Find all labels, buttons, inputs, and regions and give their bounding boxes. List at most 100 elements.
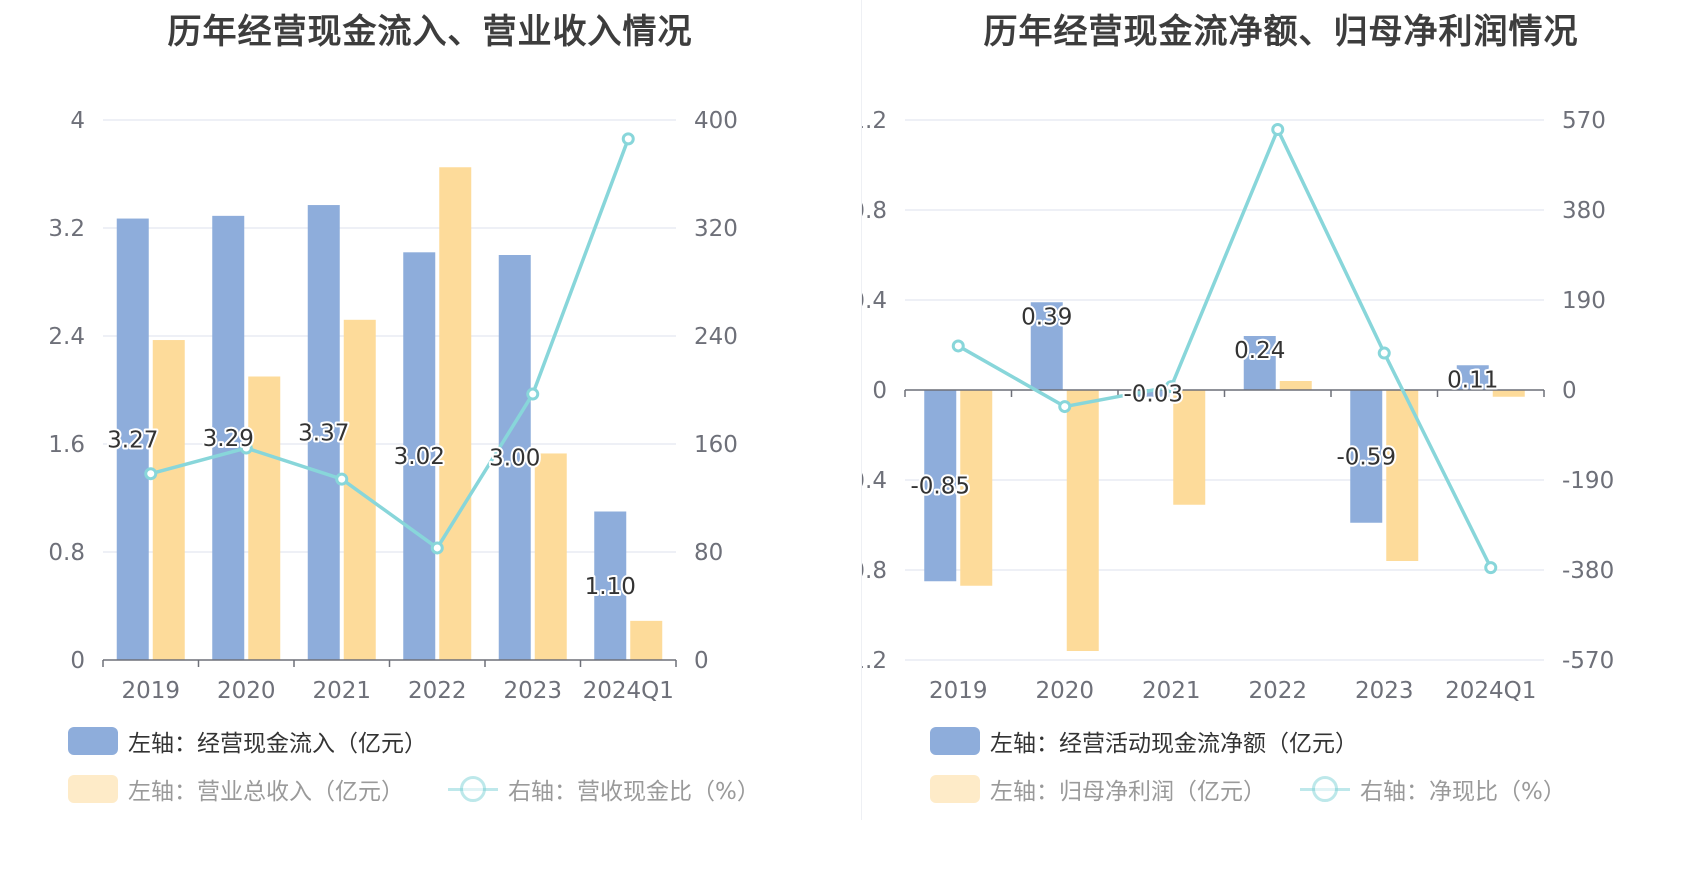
line-point (430, 541, 444, 555)
line-point (1484, 561, 1498, 575)
legend-swatch (930, 775, 980, 803)
chart-title: 历年经营现金流入、营业收入情况 (167, 12, 693, 52)
legend-line-marker-icon (448, 775, 498, 803)
chart-panel-net-cash-flow: 历年经营现金流净额、归母净利润情况 -1.2 -0.8 -0.4 0 0.4 0.8 1.2… (862, 0, 1700, 874)
data-label: 3.29 (203, 426, 254, 452)
left-axis-tick-label: 0 (872, 378, 887, 404)
bar (116, 218, 149, 661)
legend-swatch (68, 727, 118, 755)
right-axis-tick-label: 0 (694, 648, 709, 674)
legend-label: 右轴：营收现金比（%） (508, 779, 760, 805)
data-label: 1.10 (585, 574, 636, 600)
left-axis-tick-label: -0.8 (862, 558, 887, 584)
left-axis-tick-label: -1.2 (862, 648, 887, 674)
x-axis-tick-label: 2021 (312, 678, 371, 704)
panel-divider (861, 0, 862, 820)
legend-label: 右轴：净现比（%） (1360, 779, 1566, 805)
legend-label: 左轴：经营活动现金流净额（亿元） (990, 731, 1358, 757)
right-axis-tick-label: -570 (1562, 648, 1614, 674)
bar (403, 252, 436, 661)
bar (1350, 390, 1383, 523)
data-label: -0.03 (1123, 381, 1183, 407)
x-axis-tick-label: 2023 (503, 678, 562, 704)
line-point (144, 467, 158, 481)
bar (152, 340, 185, 660)
right-axis-tick-label: 240 (694, 324, 738, 350)
bar (307, 205, 340, 661)
bar (1279, 381, 1312, 390)
line-point (621, 132, 635, 146)
data-label: 3.02 (394, 444, 445, 470)
chart-area: -1.2 -0.8 -0.4 0 0.4 0.8 1.2 -570 -380 -190 0 190 38… (862, 108, 1614, 704)
bar (248, 376, 281, 660)
legend-item[interactable]: 右轴：营收现金比（%） (448, 774, 760, 805)
x-axis-tick-label: 2023 (1355, 678, 1414, 704)
x-axis-tick-label: 2019 (929, 678, 988, 704)
bar (630, 620, 663, 660)
left-axis-tick-label: 0.4 (862, 288, 887, 314)
left-axis-tick-label: 0.8 (862, 198, 887, 224)
chart-panel-cash-inflow: 历年经营现金流入、营业收入情况 0 0.8 1.6 2.4 3.2 4 0 80 160 240 3… (48, 12, 760, 805)
data-label: 3.00 (489, 446, 540, 472)
legend-item[interactable]: 左轴：经营现金流入（亿元） (68, 726, 427, 757)
line-point (1058, 400, 1072, 414)
line-point (1377, 346, 1391, 360)
bar (1243, 336, 1276, 390)
left-axis-tick-label: 4 (70, 108, 85, 134)
data-label: -0.59 (1336, 444, 1396, 470)
data-label: 3.37 (298, 421, 349, 447)
series-line (150, 138, 630, 551)
bar (924, 390, 957, 582)
bar (1456, 365, 1489, 390)
x-axis-tick-label: 2019 (121, 678, 180, 704)
bar (1066, 390, 1099, 651)
data-label: 0.11 (1447, 367, 1498, 393)
chart-title: 历年经营现金流净额、归母净利润情况 (983, 12, 1579, 52)
bar (1137, 390, 1170, 397)
data-label: 0.24 (1234, 338, 1285, 364)
x-axis-tick-label: 2020 (1035, 678, 1094, 704)
right-axis-tick-label: 320 (694, 216, 738, 242)
x-axis-tick-label: 2024Q1 (583, 678, 674, 704)
chart-area: 0 0.8 1.6 2.4 3.2 4 0 80 160 240 320 400 2019 2020 202… (48, 108, 738, 704)
bar (498, 255, 531, 660)
right-axis-tick-label: -380 (1562, 558, 1614, 584)
series-line (957, 125, 1493, 569)
right-axis-tick-label: 400 (694, 108, 738, 134)
legend-item[interactable]: 左轴：经营活动现金流净额（亿元） (930, 726, 1358, 757)
line-point (239, 441, 253, 455)
bar (960, 390, 993, 586)
right-axis-tick-label: 160 (694, 432, 738, 458)
line-point (335, 472, 349, 486)
left-axis-tick-label: 0.8 (48, 540, 85, 566)
data-label: 0.39 (1021, 304, 1072, 330)
bar (594, 511, 627, 660)
legend-label: 左轴：经营现金流入（亿元） (128, 731, 427, 757)
right-axis-tick-label: 570 (1562, 108, 1606, 134)
right-axis-tick-label: 380 (1562, 198, 1606, 224)
legend-item[interactable]: 左轴：营业总收入（亿元） (68, 774, 404, 805)
bar (343, 319, 376, 660)
bar (1173, 390, 1206, 505)
bar (439, 167, 472, 660)
legend-item[interactable]: 左轴：归母净利润（亿元） (930, 774, 1266, 805)
bar (212, 215, 245, 660)
left-axis-tick-label: 1.2 (862, 108, 887, 134)
bar (1386, 390, 1419, 561)
legend-line-marker-icon (1300, 775, 1350, 803)
legend-label: 左轴：归母净利润（亿元） (990, 779, 1266, 805)
right-axis-tick-label: -190 (1562, 468, 1614, 494)
x-axis-tick-label: 2021 (1142, 678, 1201, 704)
legend-item[interactable]: 右轴：净现比（%） (1300, 774, 1566, 805)
x-axis-tick-label: 2022 (1248, 678, 1307, 704)
left-axis-tick-label: 1.6 (48, 432, 85, 458)
x-axis-tick-label: 2020 (217, 678, 276, 704)
right-axis-tick-label: 80 (694, 540, 723, 566)
right-axis-tick-label: 0 (1562, 378, 1577, 404)
line-point (951, 339, 965, 353)
data-label: -0.85 (910, 474, 970, 500)
right-axis-tick-label: 190 (1562, 288, 1606, 314)
line-point (1271, 122, 1285, 136)
bar (534, 453, 567, 660)
left-axis-tick-label: 0 (70, 648, 85, 674)
